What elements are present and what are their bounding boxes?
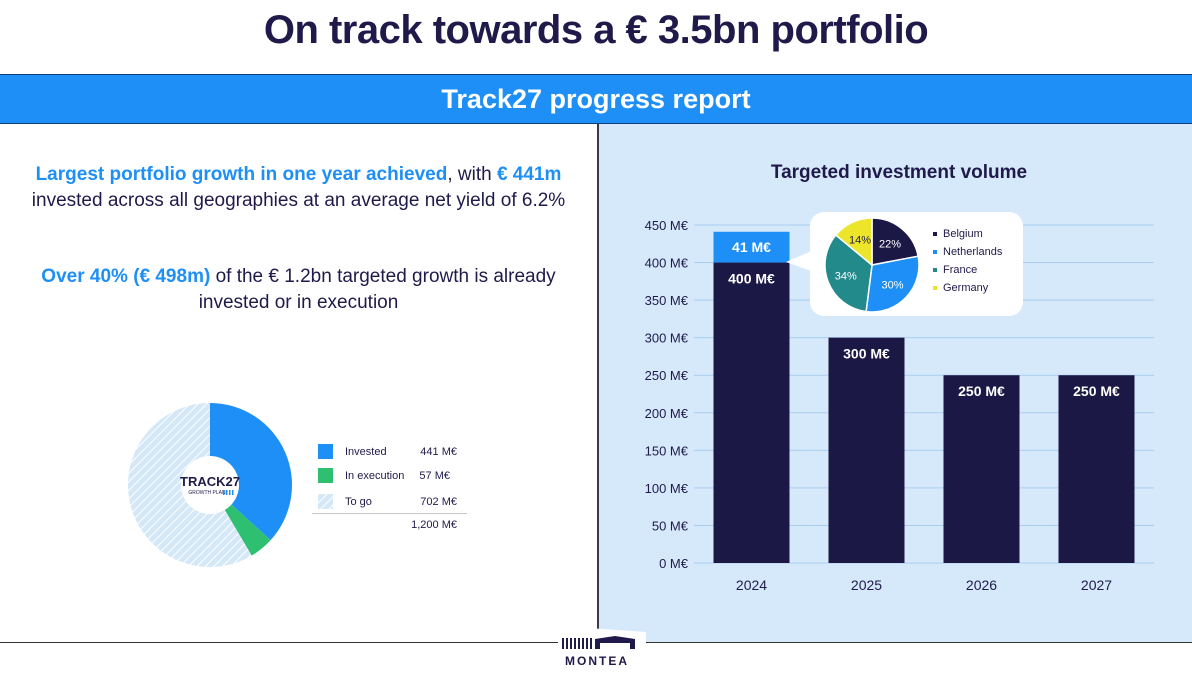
legend-swatch-invested xyxy=(318,444,333,459)
y-tick-label: 350 M€ xyxy=(645,293,689,308)
track27-logo-bars-icon xyxy=(223,490,234,495)
legend-total: 1,200 M€ xyxy=(411,519,457,531)
legend-label-in-execution: In execution xyxy=(345,470,405,482)
target-highlight: Over 40% (€ 498m) xyxy=(41,266,211,287)
montea-logo-text: MONTEA xyxy=(565,654,629,668)
bar-chart: 0 M€ 50 M€ 100 M€ 150 M€ 200 M€ 250 M€ 300 M€ 3… xyxy=(645,218,1154,593)
y-tick-label: 50 M€ xyxy=(652,518,689,533)
track27-logo-subtitle: GROWTH PLAN xyxy=(188,490,226,496)
bar-data-label: 400 M€ xyxy=(728,271,775,287)
x-tick-label: 2025 xyxy=(851,577,882,593)
x-tick-label: 2027 xyxy=(1081,577,1112,593)
pie-legend-label: Belgium xyxy=(943,228,983,240)
pie-slice-label: 22% xyxy=(879,238,901,250)
pie-slice-germany xyxy=(834,217,873,267)
bar-data-label: 250 M€ xyxy=(1073,383,1120,399)
pie-slice-label: 34% xyxy=(835,270,857,282)
growth-text-2: invested across all geographies at an av… xyxy=(31,190,566,211)
bar-extra-2024 xyxy=(713,231,790,263)
growth-amount: € 441m xyxy=(496,164,562,185)
country-pie-chart: 22% 30% 34% 14% xyxy=(824,217,920,313)
pie-slice-label: 30% xyxy=(882,279,904,291)
target-text-1: of the € 1.2bn targeted growth is alread… xyxy=(210,266,556,287)
target-paragraph: Over 40% (€ 498m) of the € 1.2bn targete… xyxy=(0,264,597,316)
bar-2026 xyxy=(943,375,1020,563)
legend-swatch-in-execution xyxy=(318,468,333,483)
y-tick-label: 450 M€ xyxy=(645,218,689,233)
pie-legend-swatch xyxy=(933,268,937,272)
bar-data-label: 300 M€ xyxy=(843,346,890,362)
x-tick-label: 2026 xyxy=(966,577,997,593)
bar-2025 xyxy=(828,337,905,563)
donut-hole xyxy=(181,456,239,514)
country-pie-legend: Belgium Netherlands France Germany xyxy=(933,228,1003,294)
growth-highlight: Largest portfolio growth in one year ach… xyxy=(35,164,448,185)
pie-pointer xyxy=(786,250,814,272)
y-tick-label: 400 M€ xyxy=(645,256,689,271)
left-panel xyxy=(0,124,597,642)
x-tick-label: 2024 xyxy=(736,577,767,593)
target-text-2: invested or in execution xyxy=(198,292,399,313)
track27-donut-chart: TRACK27 GROWTH PLAN xyxy=(127,403,292,567)
growth-text-1: , with xyxy=(447,164,497,185)
y-tick-label: 0 M€ xyxy=(659,556,689,571)
pie-legend-label: France xyxy=(943,264,977,276)
pie-legend-label: Netherlands xyxy=(943,246,1003,258)
bar-data-label: 41 M€ xyxy=(732,239,771,255)
legend-swatch-to-go xyxy=(318,494,333,509)
banner-title: Track27 progress report xyxy=(441,83,751,114)
banner: Track27 progress report xyxy=(0,74,1192,124)
legend-value-to-go: 702 M€ xyxy=(420,496,457,508)
legend-value-invested: 441 M€ xyxy=(420,446,457,458)
pie-slice-belgium xyxy=(871,217,920,266)
pie-legend-label: Germany xyxy=(943,282,989,294)
page-title: On track towards a € 3.5bn portfolio xyxy=(263,8,929,52)
pie-legend-swatch xyxy=(933,286,937,290)
y-tick-label: 100 M€ xyxy=(645,481,689,496)
pie-slice-label: 14% xyxy=(849,234,871,246)
pie-legend-swatch xyxy=(933,232,937,236)
pie-slice-netherlands xyxy=(865,255,920,313)
bar-2027 xyxy=(1058,375,1135,563)
pie-legend-swatch xyxy=(933,250,937,254)
bar-2024 xyxy=(713,262,790,563)
montea-logo-icon xyxy=(558,628,646,654)
legend-total-line xyxy=(312,513,467,514)
y-tick-label: 150 M€ xyxy=(645,443,689,458)
bar-chart-title: Targeted investment volume xyxy=(770,162,1028,183)
legend-label-to-go: To go xyxy=(345,496,372,508)
panel-divider xyxy=(597,124,599,642)
bar-data-label: 250 M€ xyxy=(958,383,1005,399)
pie-slice-france xyxy=(824,233,873,313)
y-tick-label: 250 M€ xyxy=(645,368,689,383)
y-tick-label: 300 M€ xyxy=(645,331,689,346)
legend-label-invested: Invested xyxy=(345,446,387,458)
legend-value-in-execution: 57 M€ xyxy=(419,470,450,482)
growth-paragraph: Largest portfolio growth in one year ach… xyxy=(0,162,597,214)
y-tick-label: 200 M€ xyxy=(645,406,689,421)
track27-logo-title: TRACK27 xyxy=(180,474,240,489)
donut-slice-invested xyxy=(210,403,292,541)
